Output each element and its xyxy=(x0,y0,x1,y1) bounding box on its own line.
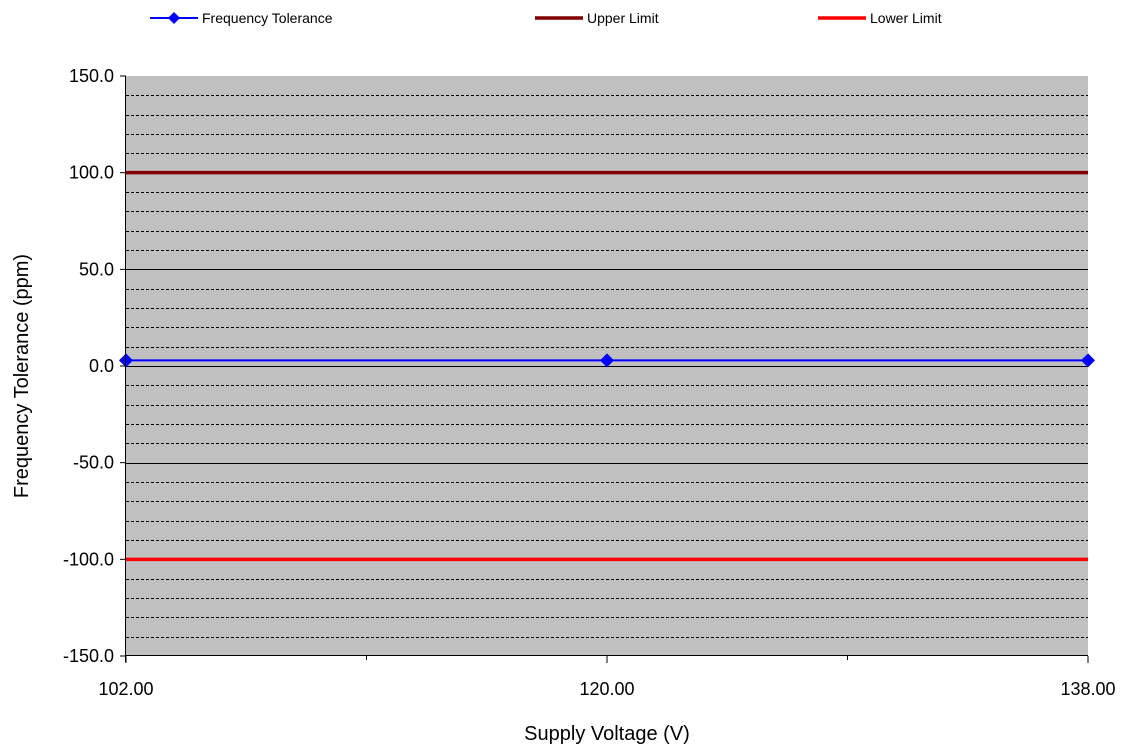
series-frequency-tolerance xyxy=(119,353,1095,368)
legend-label: Lower Limit xyxy=(870,10,942,26)
y-tick-label: -50.0 xyxy=(73,453,114,473)
legend-label: Frequency Tolerance xyxy=(202,10,333,26)
y-tick-label: 50.0 xyxy=(79,259,114,279)
legend-label: Upper Limit xyxy=(587,10,659,26)
data-point xyxy=(1081,353,1095,368)
x-tick-label: 138.00 xyxy=(1060,679,1115,699)
series-layer xyxy=(119,170,1095,562)
y-tick-label: -150.0 xyxy=(63,646,114,666)
legend-entry: Frequency Tolerance xyxy=(150,10,333,26)
y-tick-label: 150.0 xyxy=(69,66,114,86)
y-tick-label: 100.0 xyxy=(69,163,114,183)
legend-entry: Lower Limit xyxy=(818,10,942,26)
legend-marker xyxy=(168,12,180,24)
y-tick-label: 0.0 xyxy=(89,356,114,376)
data-point xyxy=(600,353,614,368)
legend: Frequency Tolerance Upper Limit Lower Limi… xyxy=(150,10,942,26)
x-tick-label: 120.00 xyxy=(579,679,634,699)
legend-entry: Upper Limit xyxy=(535,10,659,26)
x-tick-label: 102.00 xyxy=(98,679,153,699)
axes: 150.0 100.0 50.0 0.0 -50.0 -100.0 -150.0 102.00… xyxy=(63,66,1116,699)
y-axis-title: Frequency Tolerance (ppm) xyxy=(11,254,33,498)
x-axis-title: Supply Voltage (V) xyxy=(524,723,690,745)
y-tick-label: -100.0 xyxy=(63,549,114,569)
